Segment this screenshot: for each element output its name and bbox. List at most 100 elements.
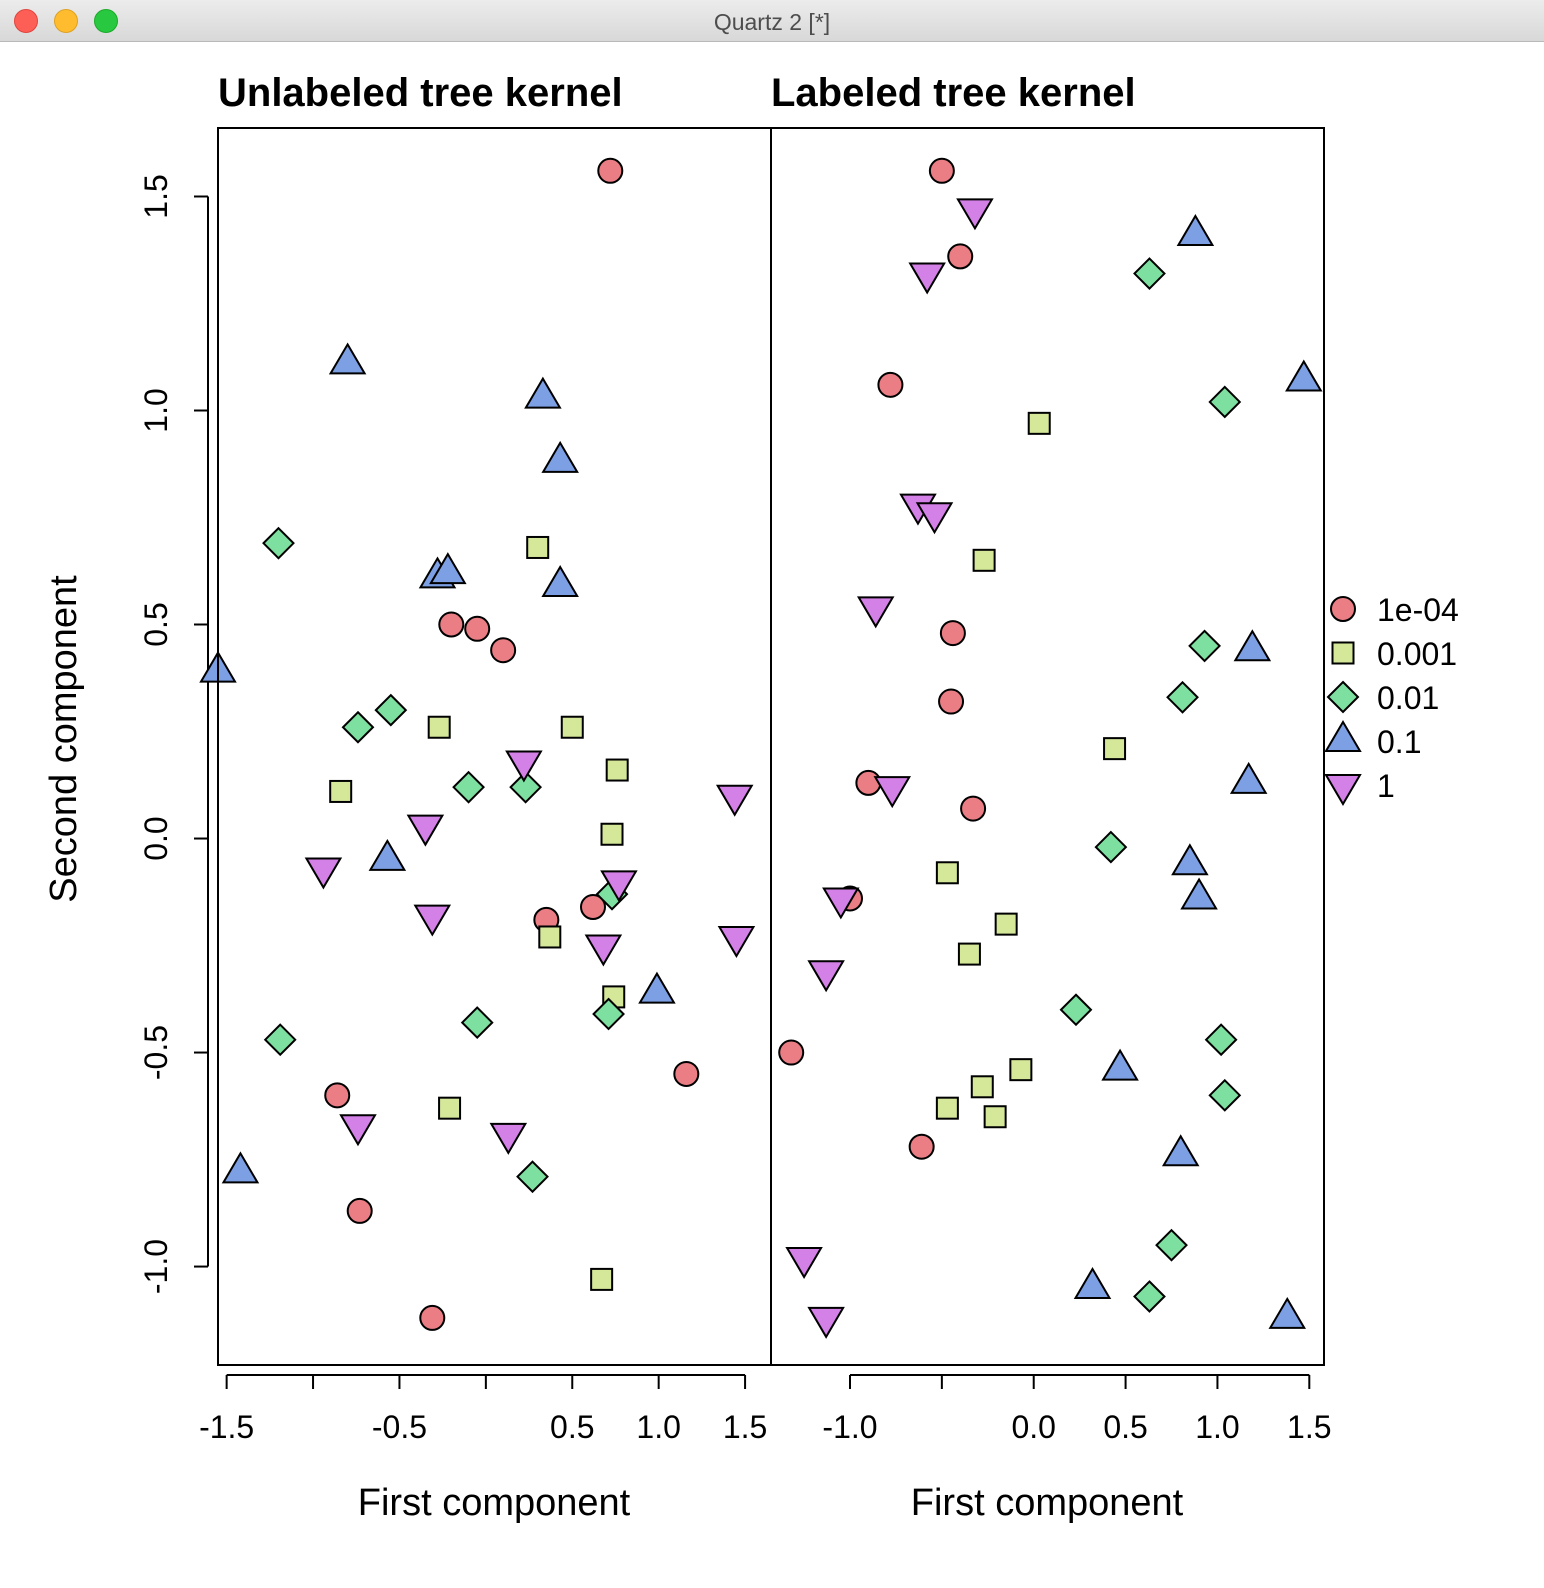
point-unlabeled-circle bbox=[597, 157, 624, 184]
point-unlabeled-circle bbox=[673, 1060, 700, 1087]
point-labeled-diamond bbox=[1208, 1078, 1242, 1112]
point-labeled-triangle-down bbox=[915, 502, 954, 535]
x-tick-label-unlabeled: 1.0 bbox=[636, 1409, 680, 1445]
point-unlabeled-triangle-down bbox=[505, 750, 543, 783]
point-labeled-triangle-up bbox=[1180, 877, 1218, 910]
point-unlabeled-diamond bbox=[452, 770, 485, 804]
point-labeled-diamond bbox=[1188, 629, 1221, 663]
x-tick-label-unlabeled: 1.5 bbox=[723, 1409, 767, 1445]
point-labeled-triangle-down bbox=[807, 960, 845, 993]
panel-title-labeled: Labeled tree kernel bbox=[771, 71, 1136, 115]
point-labeled-square bbox=[935, 861, 959, 885]
point-unlabeled-triangle-down bbox=[413, 904, 452, 937]
point-labeled-circle bbox=[908, 1133, 935, 1160]
point-labeled-triangle-down bbox=[807, 1306, 845, 1339]
minimize-window-button[interactable] bbox=[54, 9, 78, 33]
point-unlabeled-triangle-up bbox=[368, 838, 407, 871]
points-layer bbox=[199, 157, 1323, 1339]
point-labeled-square bbox=[957, 942, 981, 966]
point-unlabeled-triangle-up bbox=[429, 552, 467, 585]
y-tick-label: 0.5 bbox=[138, 602, 174, 646]
point-labeled-triangle-up bbox=[1233, 629, 1272, 662]
y-tick-label: -0.5 bbox=[138, 1025, 174, 1080]
point-unlabeled-circle bbox=[464, 615, 491, 642]
point-labeled-square bbox=[972, 548, 996, 572]
point-labeled-triangle-up bbox=[1171, 843, 1209, 876]
point-unlabeled-triangle-up bbox=[524, 376, 562, 409]
x-tick-label-unlabeled: 0.5 bbox=[550, 1409, 594, 1445]
point-labeled-triangle-down bbox=[856, 596, 895, 629]
legend-symbol-triangle-down bbox=[1324, 774, 1362, 806]
point-unlabeled-circle bbox=[438, 611, 465, 638]
point-labeled-circle bbox=[960, 795, 987, 822]
point-labeled-triangle-down bbox=[822, 887, 860, 920]
point-labeled-triangle-down bbox=[785, 1246, 823, 1279]
point-labeled-circle bbox=[778, 1039, 805, 1066]
point-labeled-diamond bbox=[1059, 993, 1093, 1027]
x-tick-label-labeled: 1.5 bbox=[1287, 1409, 1331, 1445]
point-labeled-diamond bbox=[1094, 830, 1128, 864]
point-labeled-square bbox=[983, 1105, 1007, 1129]
point-unlabeled-diamond bbox=[460, 1006, 494, 1039]
x-tick-label-labeled: 0.5 bbox=[1103, 1409, 1147, 1445]
zoom-window-button[interactable] bbox=[94, 9, 118, 33]
legend: 1e-04 0.001 0.01 0.1 1 bbox=[1324, 592, 1459, 806]
point-unlabeled-triangle-down bbox=[304, 857, 343, 890]
point-unlabeled-square bbox=[605, 758, 629, 782]
x-axis-label-unlabeled: First component bbox=[358, 1482, 631, 1524]
point-unlabeled-square bbox=[560, 715, 584, 739]
point-unlabeled-triangle-down bbox=[600, 870, 638, 903]
point-labeled-triangle-down bbox=[956, 198, 994, 231]
point-labeled-diamond bbox=[1133, 257, 1166, 290]
point-labeled-square bbox=[1103, 737, 1127, 761]
point-unlabeled-square bbox=[600, 822, 624, 846]
point-labeled-diamond bbox=[1166, 680, 1199, 714]
y-tick-label: 1.5 bbox=[138, 174, 174, 218]
point-labeled-diamond bbox=[1155, 1228, 1188, 1262]
point-unlabeled-square bbox=[526, 535, 550, 559]
point-unlabeled-diamond bbox=[509, 770, 543, 804]
window-title: Quartz 2 [*] bbox=[713, 9, 831, 35]
point-unlabeled-square bbox=[538, 925, 562, 949]
point-unlabeled-diamond bbox=[374, 693, 408, 727]
point-labeled-circle bbox=[877, 371, 904, 398]
close-window-button[interactable] bbox=[14, 9, 38, 33]
point-labeled-triangle-down bbox=[908, 262, 946, 295]
panel-title-unlabeled: Unlabeled tree kernel bbox=[218, 71, 623, 115]
point-labeled-square bbox=[1009, 1058, 1033, 1082]
point-unlabeled-square bbox=[590, 1267, 614, 1291]
legend-label: 1e-04 bbox=[1377, 592, 1459, 628]
point-unlabeled-circle bbox=[419, 1304, 446, 1331]
point-unlabeled-diamond bbox=[263, 1023, 297, 1057]
point-unlabeled-square bbox=[329, 779, 353, 803]
legend-symbol-diamond bbox=[1326, 680, 1360, 714]
legend-label: 0.001 bbox=[1377, 636, 1457, 672]
point-labeled-square bbox=[970, 1075, 994, 1099]
point-labeled-triangle-up bbox=[1176, 214, 1215, 247]
point-unlabeled-square bbox=[438, 1096, 462, 1120]
legend-symbol-square bbox=[1331, 641, 1355, 665]
point-labeled-circle bbox=[939, 620, 966, 647]
point-unlabeled-triangle-up bbox=[328, 342, 367, 375]
x-tick-label-labeled: -1.0 bbox=[822, 1409, 877, 1445]
point-unlabeled-triangle-down bbox=[584, 934, 623, 967]
point-unlabeled-triangle-down bbox=[406, 814, 445, 847]
point-labeled-square bbox=[1027, 411, 1051, 435]
point-labeled-triangle-up bbox=[1161, 1134, 1200, 1167]
point-labeled-diamond bbox=[1208, 385, 1242, 419]
legend-symbol-circle bbox=[1330, 596, 1356, 622]
x-axis-label-labeled: First component bbox=[911, 1482, 1184, 1524]
x-tick-label-unlabeled: -1.5 bbox=[199, 1409, 254, 1445]
point-unlabeled-circle bbox=[490, 637, 517, 664]
point-unlabeled-circle bbox=[580, 894, 607, 921]
point-labeled-square bbox=[935, 1096, 959, 1120]
y-axis-label: Second component bbox=[43, 575, 85, 903]
y-tick-label: -1.0 bbox=[138, 1239, 174, 1294]
point-labeled-circle bbox=[928, 157, 955, 184]
point-labeled-triangle-up bbox=[1073, 1266, 1112, 1299]
axes-layer: -1.5 -0.5 0.5 1.0 1.5 -1.0 -0.5 0.0 0.5 1.0 1.5 -1.… bbox=[138, 174, 1332, 1445]
point-unlabeled-triangle-up bbox=[541, 565, 579, 597]
x-tick-label-labeled: 0.0 bbox=[1011, 1409, 1055, 1445]
point-labeled-circle bbox=[855, 769, 882, 796]
point-unlabeled-square bbox=[427, 715, 451, 739]
